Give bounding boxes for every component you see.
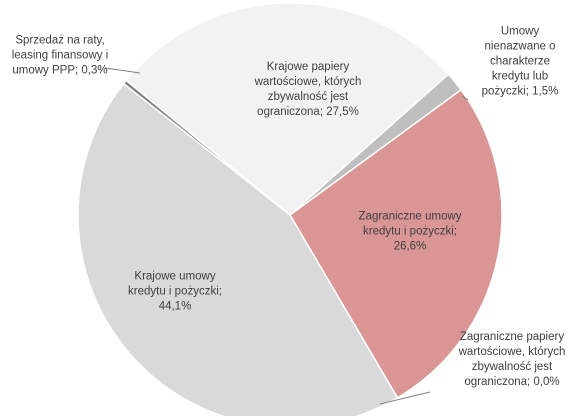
slice-label: Zagraniczne umowy kredytu i pożyczki; 26… (358, 210, 462, 253)
slice-label: Zagraniczne papiery wartościowe, których… (458, 331, 566, 388)
pie-slice (77, 82, 399, 416)
leader-line (104, 67, 141, 74)
leader-line (379, 391, 431, 405)
slice-label: Sprzedaż na raty, leasing finansowy i um… (11, 34, 109, 77)
leader-line (461, 95, 469, 101)
pie-slice (125, 2, 450, 216)
slice-label: Umowy nienazwane o charakterze kredytu l… (481, 25, 559, 98)
slice-label: Krajowe umowy kredytu i pożyczki; 44,1% (128, 270, 222, 313)
slice-label: Krajowe papiery wartościowe, których zby… (254, 61, 362, 118)
pie-slice (122, 79, 291, 216)
pie-slice (289, 88, 503, 399)
